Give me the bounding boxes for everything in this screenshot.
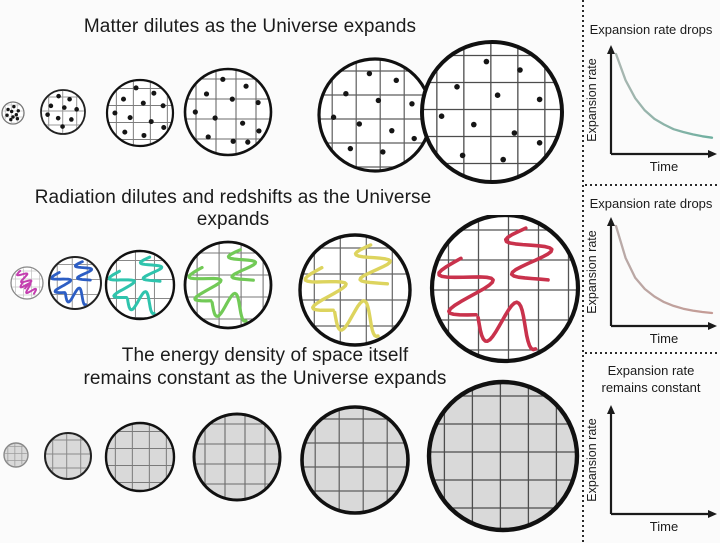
graph-3-title-line-1: Expansion rate (607, 363, 695, 378)
svg-text:Time: Time (650, 159, 678, 174)
radiation-row-title: Radiation dilutes and redshifts as the U… (34, 187, 432, 230)
graph-3-title-line-2: remains constant (601, 380, 701, 395)
matter-row-title: Matter dilutes as the Universe expands (83, 16, 417, 37)
graph-1-title: Expansion rate drops (589, 22, 713, 37)
horizontal-dotted-divider-1 (585, 184, 720, 186)
expansion-rate-graph-dark-energy: Expansion rate Time (585, 405, 717, 534)
dark-energy-row-title: The energy density of space itself remai… (25, 344, 505, 390)
svg-text:Expansion rate: Expansion rate (585, 58, 599, 141)
matter-circles-canvas (1, 40, 564, 184)
horizontal-dotted-divider-2 (585, 352, 720, 354)
expansion-rate-graph-radiation: Expansion rate Time (585, 217, 717, 346)
svg-text:Expansion rate: Expansion rate (585, 230, 599, 313)
graph-3-title: Expansion rate remains constant (585, 362, 717, 396)
expansion-rate-graph-matter: Expansion rate Time (585, 45, 717, 174)
svg-text:Time: Time (650, 331, 678, 346)
dark-energy-circles-canvas (3, 379, 580, 533)
svg-text:Time: Time (650, 519, 678, 534)
graph-2-title: Expansion rate drops (589, 196, 713, 211)
dark-energy-title-line-2: remains constant as the Universe expands (83, 368, 447, 389)
dark-energy-title-line-1: The energy density of space itself (121, 345, 409, 366)
vertical-dotted-divider (582, 0, 584, 543)
radiation-circles-canvas (10, 215, 581, 364)
svg-text:Expansion rate: Expansion rate (585, 418, 599, 501)
